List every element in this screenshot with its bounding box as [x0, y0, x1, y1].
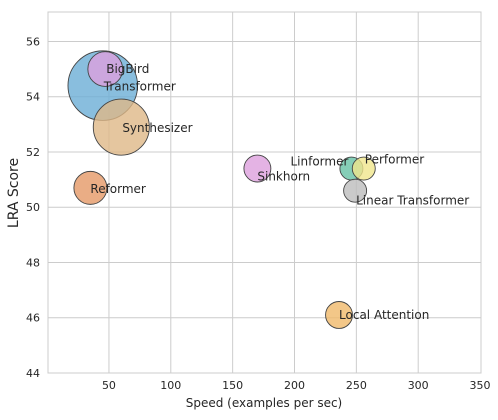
- bubble-sinkhorn: [243, 154, 272, 183]
- x-axis-label: Speed (examples per sec): [186, 396, 343, 410]
- x-tick-label: 100: [160, 379, 181, 392]
- bubble-bigbird: [87, 51, 124, 87]
- point-label-reformer: Reformer: [90, 182, 146, 196]
- x-tick-label: 200: [284, 379, 305, 392]
- bubbles: [67, 50, 376, 329]
- x-tick-label: 250: [346, 379, 367, 392]
- point-label-linear-transformer: Linear Transformer: [356, 194, 469, 208]
- point-label-bigbird: BigBird: [106, 62, 149, 76]
- point-label-local-attention: Local Attention: [339, 308, 429, 322]
- point-label-performer: Performer: [365, 153, 424, 167]
- y-tick-label: 44: [26, 367, 40, 380]
- x-tick-label: 50: [102, 379, 116, 392]
- bubble-reformer: [73, 170, 108, 205]
- point-label-transformer: Transformer: [103, 80, 176, 94]
- bubble-linear-transformer: [343, 178, 368, 203]
- y-axis-label: LRA Score: [6, 158, 22, 228]
- point-labels: BigBirdTransformerSynthesizerSinkhornLin…: [90, 62, 469, 322]
- tick-labels: 50 100 150 200 250 300 350 44 46 48 50 52 54 56: [26, 35, 491, 392]
- y-tick-label: 56: [26, 35, 40, 48]
- y-tick-label: 52: [26, 146, 40, 159]
- y-tick-label: 48: [26, 256, 40, 269]
- y-tick-label: 46: [26, 312, 40, 325]
- bubble-performer: [351, 156, 376, 181]
- bubble-synthesizer: [92, 98, 150, 156]
- bubble-local-attention: [325, 301, 353, 329]
- x-tick-label: 300: [408, 379, 429, 392]
- point-label-linformer: Linformer: [290, 155, 348, 169]
- y-tick-label: 54: [26, 91, 40, 104]
- point-label-synthesizer: Synthesizer: [122, 121, 192, 135]
- x-tick-label: 150: [222, 379, 243, 392]
- x-tick-label: 350: [470, 379, 491, 392]
- y-tick-label: 50: [26, 201, 40, 214]
- plot-frame: [47, 11, 482, 374]
- point-label-sinkhorn: Sinkhorn: [257, 170, 310, 184]
